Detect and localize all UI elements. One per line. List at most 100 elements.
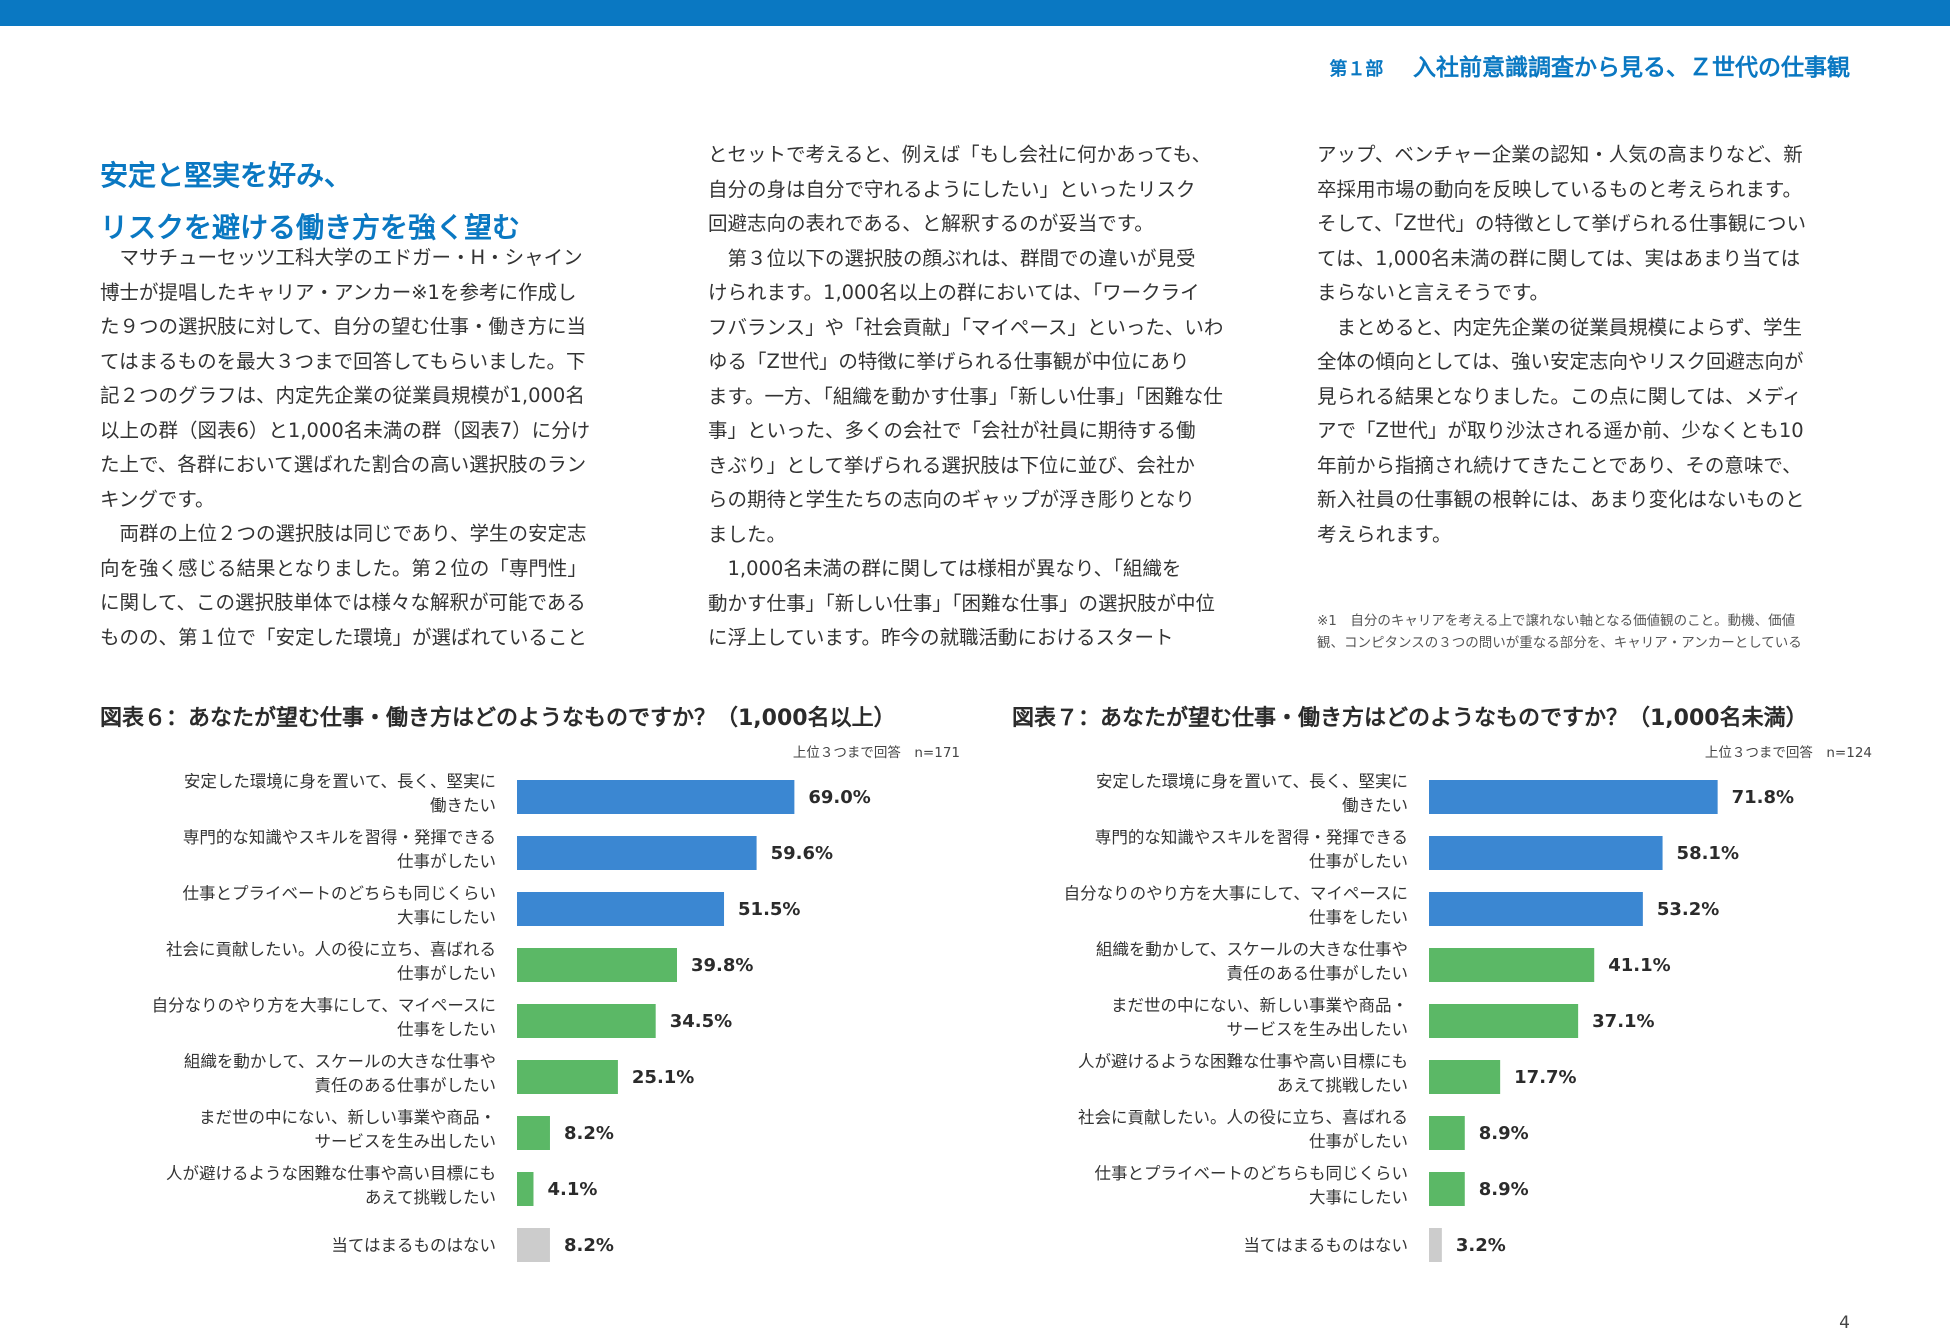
- body-text-line: た上で、各群において選ばれた割合の高い選択肢のラン: [100, 453, 587, 476]
- category-label: 専門的な知識やスキルを習得・発揮できる仕事がしたい: [183, 828, 496, 871]
- bar: [517, 1172, 534, 1206]
- body-text-line: 動かす仕事」「新しい仕事」「困難な仕事」の選択肢が中位: [708, 591, 1216, 615]
- value-label: 58.1%: [1677, 843, 1739, 864]
- body-text-line: そして、「Z世代」の特徴として挙げられる仕事観につい: [1317, 212, 1806, 235]
- body-text-line: 以上の群（図表6）と1,000名未満の群（図表7）に分け: [100, 418, 591, 442]
- value-label: 71.8%: [1732, 787, 1794, 808]
- chart-plot: 安定した環境に身を置いて、長く、堅実に働きたい 69.0% 専門的な知識やスキルを習…: [152, 772, 871, 1262]
- value-label: 4.1%: [547, 1179, 597, 1200]
- value-label: 25.1%: [632, 1067, 694, 1088]
- body-text-line: た９つの選択肢に対して、自分の望む仕事・働き方に当: [100, 315, 586, 338]
- body-text-line: に関して、この選択肢単体では様々な解釈が可能である: [100, 591, 586, 614]
- body-text-line: 自分の身は自分で守れるようにしたい」といったリスク: [708, 177, 1196, 201]
- bar: [517, 780, 795, 814]
- bar: [1429, 1116, 1465, 1150]
- value-label: 8.9%: [1479, 1123, 1529, 1144]
- body-text-line: 事」といった、多くの会社で「会社が社員に期待する働: [708, 419, 1196, 442]
- value-label: 8.2%: [564, 1123, 614, 1144]
- footnote-line-1: ※1 自分のキャリアを考える上で譲れない軸となる価値観のこと。動機、価値: [1317, 613, 1796, 629]
- section-title: 入社前意識調査から見る、Ｚ世代の仕事観: [1413, 55, 1850, 81]
- footnote: ※1 自分のキャリアを考える上で譲れない軸となる価値観のこと。動機、価値 観、コ…: [1317, 610, 1877, 654]
- category-label: 組織を動かして、スケールの大きな仕事や責任のある仕事がしたい: [184, 1052, 496, 1095]
- body-text-line: フバランス」や「社会貢献」「マイペース」といった、いわ: [708, 315, 1224, 339]
- body-text-line: 全体の傾向としては、強い安定志向やリスク回避志向が: [1317, 350, 1804, 373]
- chart-note: 上位３つまで回答 n=124: [1704, 745, 1872, 761]
- body-text-line: けられます。1,000名以上の群においては、「ワークライ: [708, 281, 1200, 304]
- chart-figure-6: 図表６：あなたが望む仕事・働き方はどのようなものですか？（1,000名以上） 上…: [100, 700, 960, 1280]
- body-column-3: アップ、ベンチャー企業の認知・人気の高まりなど、新 卒採用市場の動向を反映している…: [1317, 138, 1857, 552]
- body-column-1: マサチューセッツ工科大学のエドガー・H・シャイン 博士が提唱したキャリア・アンカー…: [100, 241, 640, 655]
- body-text-line: 記２つのグラフは、内定先企業の従業員規模が1,000名: [100, 384, 585, 407]
- bar: [1429, 836, 1663, 870]
- value-label: 8.9%: [1479, 1179, 1529, 1200]
- value-label: 41.1%: [1608, 955, 1670, 976]
- category-label: 当てはまるものはない: [1243, 1236, 1408, 1255]
- bar: [517, 1060, 618, 1094]
- body-text-line: 新入社員の仕事観の根幹には、あまり変化はないものと: [1317, 488, 1805, 511]
- article-heading: 安定と堅実を好み、 リスクを避ける働き方を強く望む: [100, 150, 660, 254]
- body-text-line: キングです。: [100, 487, 215, 511]
- category-label: 仕事とプライベートのどちらも同じくらい大事にしたい: [183, 884, 497, 927]
- heading-line-2: リスクを避ける働き方を強く望む: [100, 211, 521, 244]
- page-number: 4: [1839, 1313, 1850, 1333]
- bar: [517, 1116, 550, 1150]
- body-text-line: まらないと言えそうです。: [1317, 281, 1550, 304]
- bar: [1429, 780, 1718, 814]
- body-text-line: てはまるものを最大３つまで回答してもらいました。下: [100, 349, 586, 373]
- bar: [1429, 1228, 1442, 1262]
- chart-title: 図表７：あなたが望む仕事・働き方はどのようなものですか？（1,000名未満）: [1012, 706, 1808, 731]
- body-text-line: 回避志向の表れである、と解釈するのが妥当です。: [708, 212, 1154, 235]
- body-text-line: アで「Z世代」が取り沙汰される遥か前、少なくとも10: [1317, 419, 1804, 442]
- bar: [1429, 1060, 1501, 1094]
- bar: [1429, 948, 1595, 982]
- body-text-line: きぶり」として挙げられる選択肢は下位に並び、会社か: [708, 453, 1195, 477]
- body-text-line: 見られる結果となりました。この点に関しては、メディ: [1317, 384, 1802, 408]
- category-label: 人が避けるような困難な仕事や高い目標にもあえて挑戦したい: [1078, 1052, 1408, 1095]
- chart-title: 図表６：あなたが望む仕事・働き方はどのようなものですか？（1,000名以上）: [100, 706, 896, 731]
- body-text-line: マサチューセッツ工科大学のエドガー・H・シャイン: [100, 246, 583, 269]
- section-header: 第１部 入社前意識調査から見る、Ｚ世代の仕事観: [1329, 48, 1850, 82]
- chart-note: 上位３つまで回答 n=171: [792, 745, 960, 761]
- category-label: まだ世の中にない、新しい事業や商品・サービスを生み出したい: [199, 1108, 496, 1151]
- bar: [1429, 1172, 1465, 1206]
- body-text-line: ました。: [708, 522, 787, 546]
- value-label: 53.2%: [1657, 899, 1719, 920]
- heading-line-1: 安定と堅実を好み、: [100, 159, 353, 192]
- value-label: 8.2%: [564, 1235, 614, 1256]
- category-label: 自分なりのやり方を大事にして、マイペースに仕事をしたい: [1064, 884, 1408, 927]
- body-text-line: らの期待と学生たちの志向のギャップが浮き彫りとなり: [708, 488, 1195, 511]
- value-label: 37.1%: [1592, 1011, 1654, 1032]
- category-label: 専門的な知識やスキルを習得・発揮できる仕事がしたい: [1095, 828, 1408, 871]
- category-label: 安定した環境に身を置いて、長く、堅実に働きたい: [184, 772, 496, 815]
- body-text-line: に浮上しています。昨今の就職活動におけるスタート: [708, 626, 1174, 649]
- bar: [517, 948, 677, 982]
- value-label: 3.2%: [1456, 1235, 1506, 1256]
- body-text-line: ゆる「Z世代」の特徴に挙げられる仕事観が中位にあり: [708, 350, 1190, 373]
- value-label: 69.0%: [808, 787, 870, 808]
- body-text-line: 第３位以下の選択肢の顔ぶれは、群間での違いが見受: [708, 246, 1196, 270]
- chart-figure-7: 図表７：あなたが望む仕事・働き方はどのようなものですか？（1,000名未満） 上…: [1012, 700, 1872, 1280]
- category-label: 人が避けるような困難な仕事や高い目標にもあえて挑戦したい: [166, 1164, 496, 1207]
- body-text-line: とセットで考えると、例えば「もし会社に何かあっても、: [708, 143, 1212, 166]
- category-label: 社会に貢献したい。人の役に立ち、喜ばれる仕事がしたい: [1078, 1108, 1408, 1151]
- body-text-line: 博士が提唱したキャリア・アンカー※1を参考に作成し: [100, 280, 577, 304]
- body-text-line: ては、1,000名未満の群に関しては、実はあまり当ては: [1317, 246, 1801, 270]
- category-label: 自分なりのやり方を大事にして、マイペースに仕事をしたい: [152, 996, 496, 1039]
- category-label: 仕事とプライベートのどちらも同じくらい大事にしたい: [1095, 1164, 1409, 1207]
- bar: [1429, 1004, 1579, 1038]
- bar: [517, 1004, 656, 1038]
- body-text-line: ます。一方、「組織を動かす仕事」「新しい仕事」「困難な仕: [708, 384, 1223, 408]
- body-text-line: 1,000名未満の群に関しては様相が異なり、「組織を: [708, 557, 1182, 580]
- body-text-line: まとめると、内定先企業の従業員規模によらず、学生: [1317, 315, 1802, 339]
- value-label: 39.8%: [691, 955, 753, 976]
- body-column-2: とセットで考えると、例えば「もし会社に何かあっても、 自分の身は自分で守れるように…: [708, 138, 1248, 656]
- section-part-label: 第１部: [1329, 59, 1384, 80]
- category-label: 組織を動かして、スケールの大きな仕事や責任のある仕事がしたい: [1096, 940, 1408, 983]
- category-label: まだ世の中にない、新しい事業や商品・サービスを生み出したい: [1111, 996, 1408, 1039]
- chart-plot: 安定した環境に身を置いて、長く、堅実に働きたい 71.8% 専門的な知識やスキルを習…: [1064, 772, 1794, 1262]
- category-label: 社会に貢献したい。人の役に立ち、喜ばれる仕事がしたい: [166, 940, 496, 983]
- body-text-line: アップ、ベンチャー企業の認知・人気の高まりなど、新: [1317, 143, 1803, 166]
- footnote-line-2: 観、コンピタンスの３つの問いが重なる部分を、キャリア・アンカーとしている: [1317, 635, 1802, 651]
- bar: [1429, 892, 1643, 926]
- body-text-line: 考えられます。: [1317, 522, 1452, 546]
